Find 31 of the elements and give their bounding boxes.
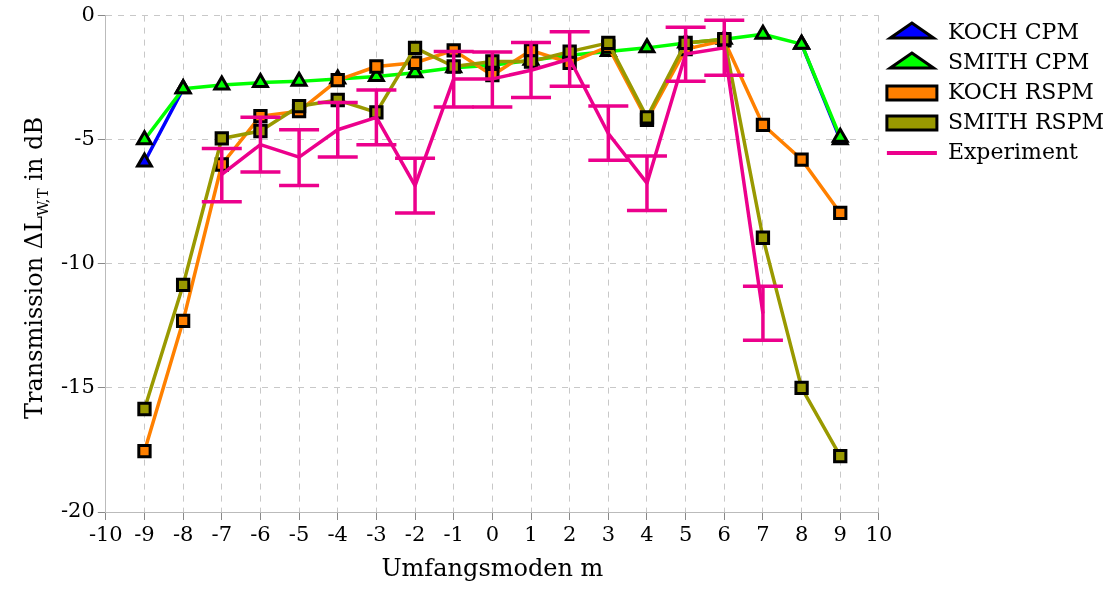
y-tick-label: 0 xyxy=(81,2,95,27)
y-tick-label: -20 xyxy=(60,498,95,523)
legend-label: Experiment xyxy=(947,138,1079,164)
legend-label: KOCH RSPM xyxy=(947,78,1094,104)
x-tick-label: 8 xyxy=(794,522,809,547)
x-tick-label: 7 xyxy=(756,522,770,547)
x-tick-label: 3 xyxy=(601,522,616,547)
x-tick-label: -6 xyxy=(250,522,271,547)
legend-label: SMITH RSPM xyxy=(947,108,1104,134)
x-tick-label: -1 xyxy=(443,522,464,547)
x-tick-label: -4 xyxy=(327,522,348,547)
x-tick-label: 6 xyxy=(717,522,731,547)
x-tick-label: 2 xyxy=(562,522,577,547)
x-tick-label: -8 xyxy=(172,522,194,547)
y-tick-label: -5 xyxy=(74,126,95,151)
x-tick-label: -7 xyxy=(211,522,233,547)
x-tick-label: 1 xyxy=(524,522,538,547)
x-tick-label: -5 xyxy=(288,522,310,547)
x-tick-label: 4 xyxy=(640,522,654,547)
x-axis-title: Umfangsmoden m xyxy=(381,553,604,582)
x-tick-label: 10 xyxy=(865,522,893,547)
x-tick-label: 9 xyxy=(833,522,847,547)
y-tick-label: -10 xyxy=(60,250,95,275)
x-tick-label: -3 xyxy=(366,522,387,547)
x-tick-label: -2 xyxy=(404,522,426,547)
x-tick-label: 0 xyxy=(485,522,500,547)
legend-label: SMITH CPM xyxy=(947,48,1090,74)
x-tick-label: -9 xyxy=(134,522,155,547)
x-tick-label: 5 xyxy=(678,522,693,547)
legend-label: KOCH CPM xyxy=(947,18,1079,44)
y-tick-label: -15 xyxy=(60,374,95,399)
